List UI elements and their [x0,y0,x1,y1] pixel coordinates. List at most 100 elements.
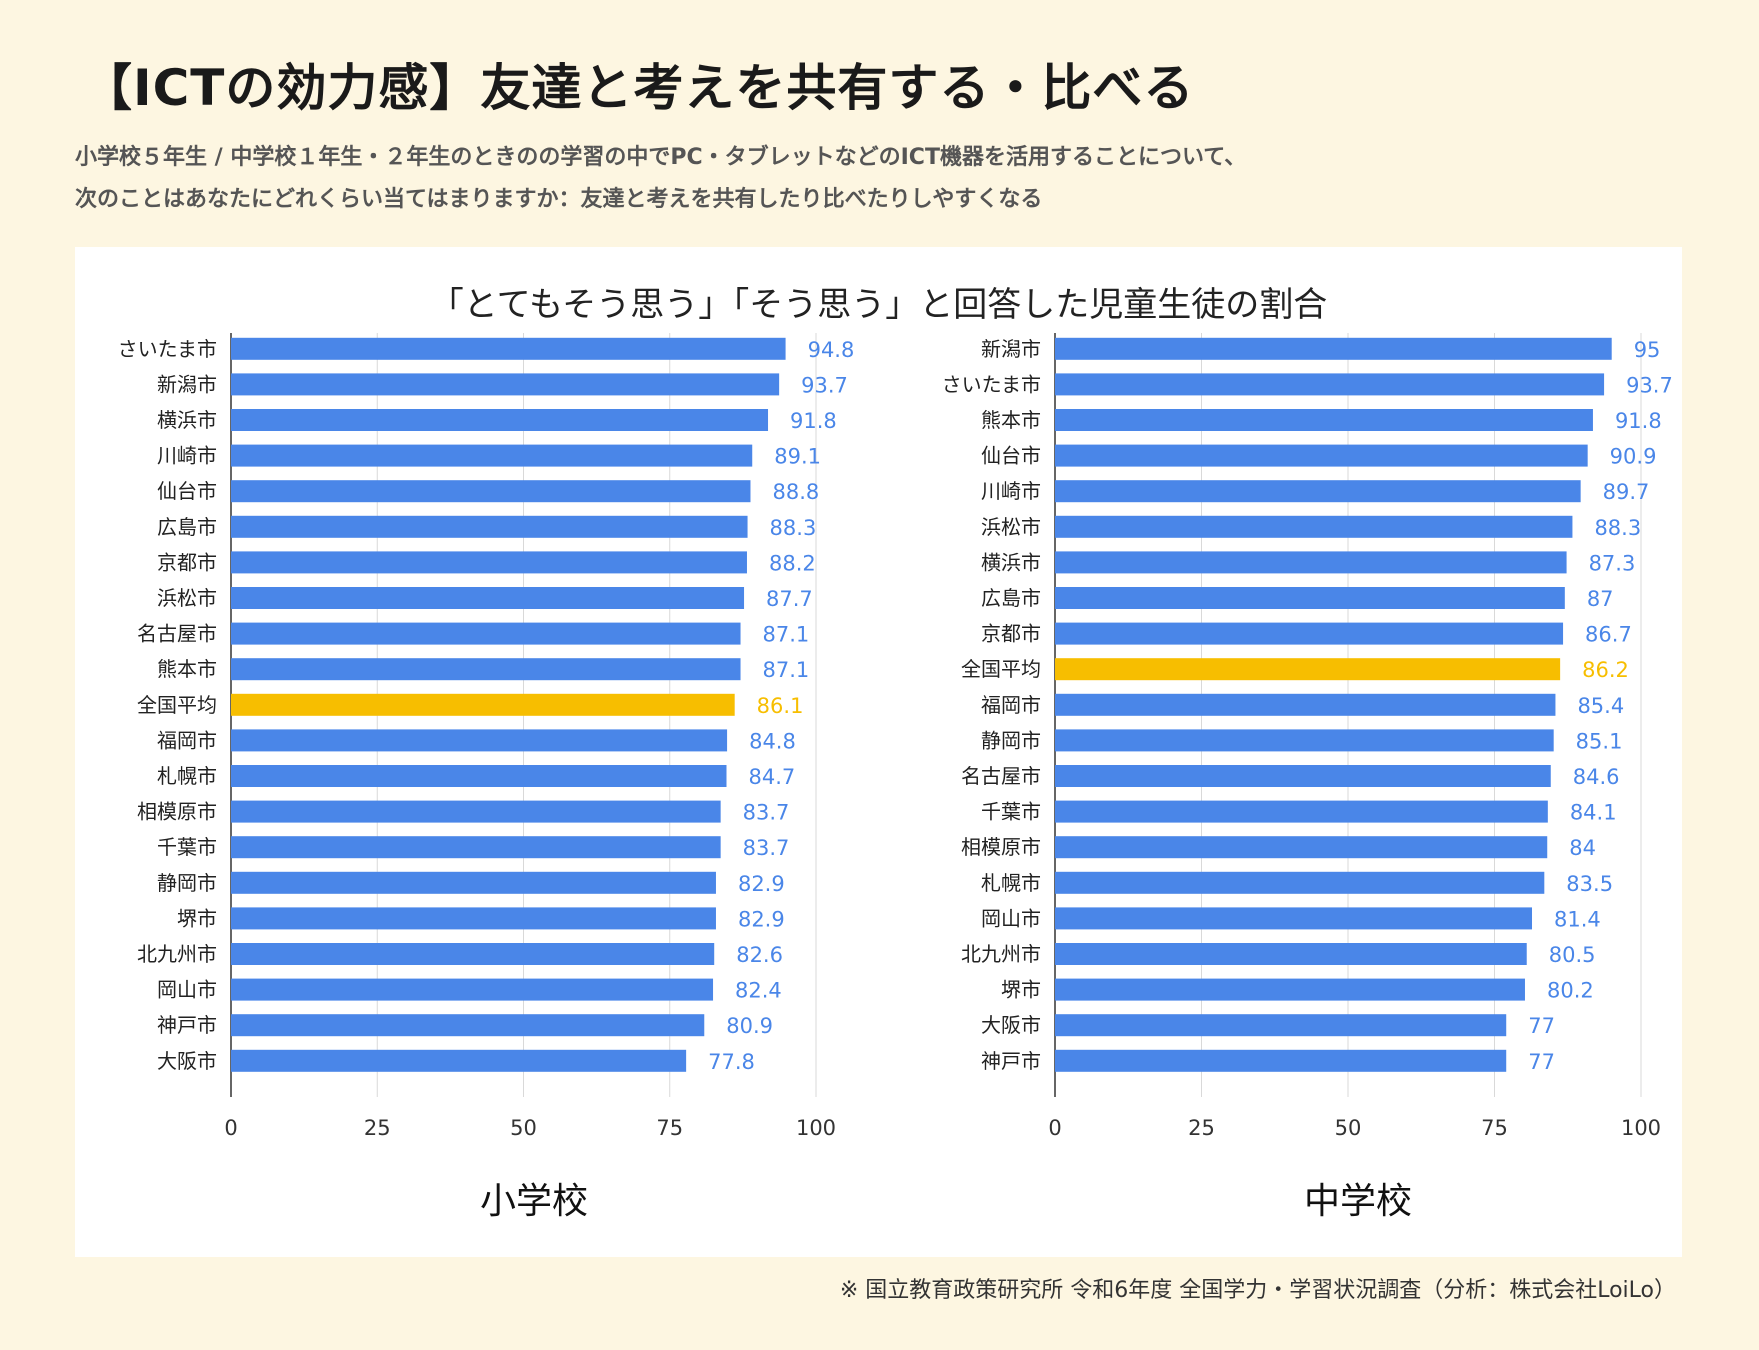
elementary-value-label: 82.4 [735,979,782,1003]
elementary-category-label: 広島市 [157,515,217,539]
elementary-tick-label: 0 [224,1116,237,1140]
junior-high-tick-label: 100 [1621,1116,1661,1140]
elementary-value-label: 94.8 [808,338,855,362]
elementary-tick-label: 25 [364,1116,391,1140]
elementary-tick-label: 75 [656,1116,683,1140]
junior-high-category-label: 大阪市 [981,1013,1041,1037]
junior-high-value-label: 87 [1587,587,1614,611]
subtitle-line-2: 次のことはあなたにどれくらい当てはまりますか：友達と考えを共有したり比べたりしや… [75,187,1043,212]
elementary-value-label: 88.2 [769,551,816,575]
junior-high-category-label: さいたま市 [942,372,1041,396]
elementary-bar [231,587,745,609]
junior-high-value-label: 85.4 [1577,694,1624,718]
junior-high-bar [1055,836,1548,859]
junior-high-category-label: 仙台市 [981,444,1041,468]
elementary-value-label: 84.8 [749,729,796,753]
elementary-bar [231,978,714,1001]
junior-high-bar [1055,373,1605,396]
elementary-bar [231,1049,687,1072]
junior-high-category-label: 相模原市 [961,835,1041,859]
elementary-value-label: 77.8 [708,1050,755,1074]
elementary-category-label: 岡山市 [157,978,217,1002]
junior-high-category-label: 川崎市 [981,479,1041,503]
elementary-bar [231,515,748,538]
junior-high-value-label: 87.3 [1589,551,1636,575]
junior-high-value-label: 85.1 [1576,729,1623,753]
junior-high-value-label: 80.5 [1549,943,1596,967]
junior-high-tick-label: 0 [1048,1116,1061,1140]
elementary-category-label: 大阪市 [157,1049,217,1073]
junior-high-bar [1055,693,1556,716]
elementary-bar-national-average [231,693,735,716]
junior-high-category-label: 新潟市 [981,337,1041,361]
elementary-bar [231,836,721,859]
chart-panel: 「とてもそう思う」「そう思う」と回答した児童生徒の割合 0 25 50 75 100 さい… [75,247,1682,1257]
junior-high-value-label: 84 [1569,836,1596,860]
subtitle-line-1: 小学校５年生 / 中学校１年生・２年生のときのの学習の中でPC・タブレットなどの… [75,145,1247,170]
junior-high-category-label: 静岡市 [981,728,1041,752]
junior-high-bar [1055,551,1567,574]
junior-high-category-label: 堺市 [1001,978,1041,1002]
junior-high-tick-label: 25 [1188,1116,1215,1140]
elementary-category-label: 堺市 [177,906,217,930]
elementary-value-label: 87.1 [763,623,810,647]
junior-high-value-label: 77 [1528,1014,1555,1038]
elementary-category-label: 横浜市 [157,408,217,432]
elementary-value-label: 91.8 [790,409,837,433]
elementary-value-label: 83.7 [743,801,790,825]
elementary-bar [231,373,780,396]
junior-high-tick-label: 50 [1335,1116,1362,1140]
junior-high-category-label: 熊本市 [981,408,1041,432]
elementary-category-label: 浜松市 [157,586,217,610]
elementary-value-label: 88.8 [772,480,819,504]
elementary-bar [231,480,751,503]
junior-high-value-label: 81.4 [1554,907,1601,931]
elementary-bar [231,658,741,681]
elementary-bar [231,337,786,360]
elementary-bar [231,729,728,752]
junior-high-category-label: 神戸市 [981,1049,1041,1073]
junior-high-value-label: 89.7 [1603,480,1650,504]
junior-high-bar [1055,943,1527,965]
elementary-bar [231,765,727,787]
junior-high-bar [1055,1049,1507,1072]
elementary-bar [231,871,716,894]
junior-high-category-label: 京都市 [981,622,1041,646]
elementary-bar [231,444,753,467]
junior-high-category-label: 札幌市 [981,871,1041,895]
elementary-category-label: 川崎市 [157,444,217,468]
junior-high-bar [1055,409,1593,431]
junior-high-category-label: 浜松市 [981,515,1041,539]
junior-high-value-label: 83.5 [1566,872,1613,896]
junior-high-bar [1055,907,1533,930]
elementary-category-label: 京都市 [157,550,217,574]
source-note: ※ 国立教育政策研究所 令和6年度 全国学力・学習状況調査（分析：株式会社Loi… [839,1278,1676,1303]
junior-high-tick-label: 75 [1481,1116,1508,1140]
junior-high-category-label: 岡山市 [981,906,1041,930]
elementary-category-label: 神戸市 [157,1013,217,1037]
junior-high-value-label: 91.8 [1615,409,1662,433]
elementary-value-label: 82.9 [738,872,785,896]
junior-high-bar-national-average [1055,658,1561,681]
page-title: 【ICTの効力感】友達と考えを共有する・比べる [82,59,1195,117]
elementary-value-label: 84.7 [748,765,795,789]
junior-high-category-label: 北九州市 [961,942,1041,966]
elementary-category-label: 福岡市 [157,728,217,752]
junior-high-category-label: 福岡市 [981,693,1041,717]
elementary-value-label: 93.7 [801,373,848,397]
junior-high-bar [1055,444,1588,467]
junior-high-bar [1055,480,1581,503]
junior-high-value-label: 93.7 [1626,373,1673,397]
elementary-category-label: 相模原市 [137,800,217,824]
junior-high-bar [1055,1014,1507,1037]
elementary-category-label: さいたま市 [118,337,217,361]
junior-high-value-label: 86.2 [1582,658,1629,682]
elementary-category-label: 新潟市 [157,372,217,396]
junior-high-bar [1055,337,1612,360]
junior-high-value-label: 90.9 [1610,445,1657,469]
elementary-value-label: 82.9 [738,907,785,931]
elementary-bar [231,943,715,965]
elementary-bar [231,551,747,574]
junior-high-category-label: 名古屋市 [961,764,1041,788]
elementary-bar [231,409,769,431]
